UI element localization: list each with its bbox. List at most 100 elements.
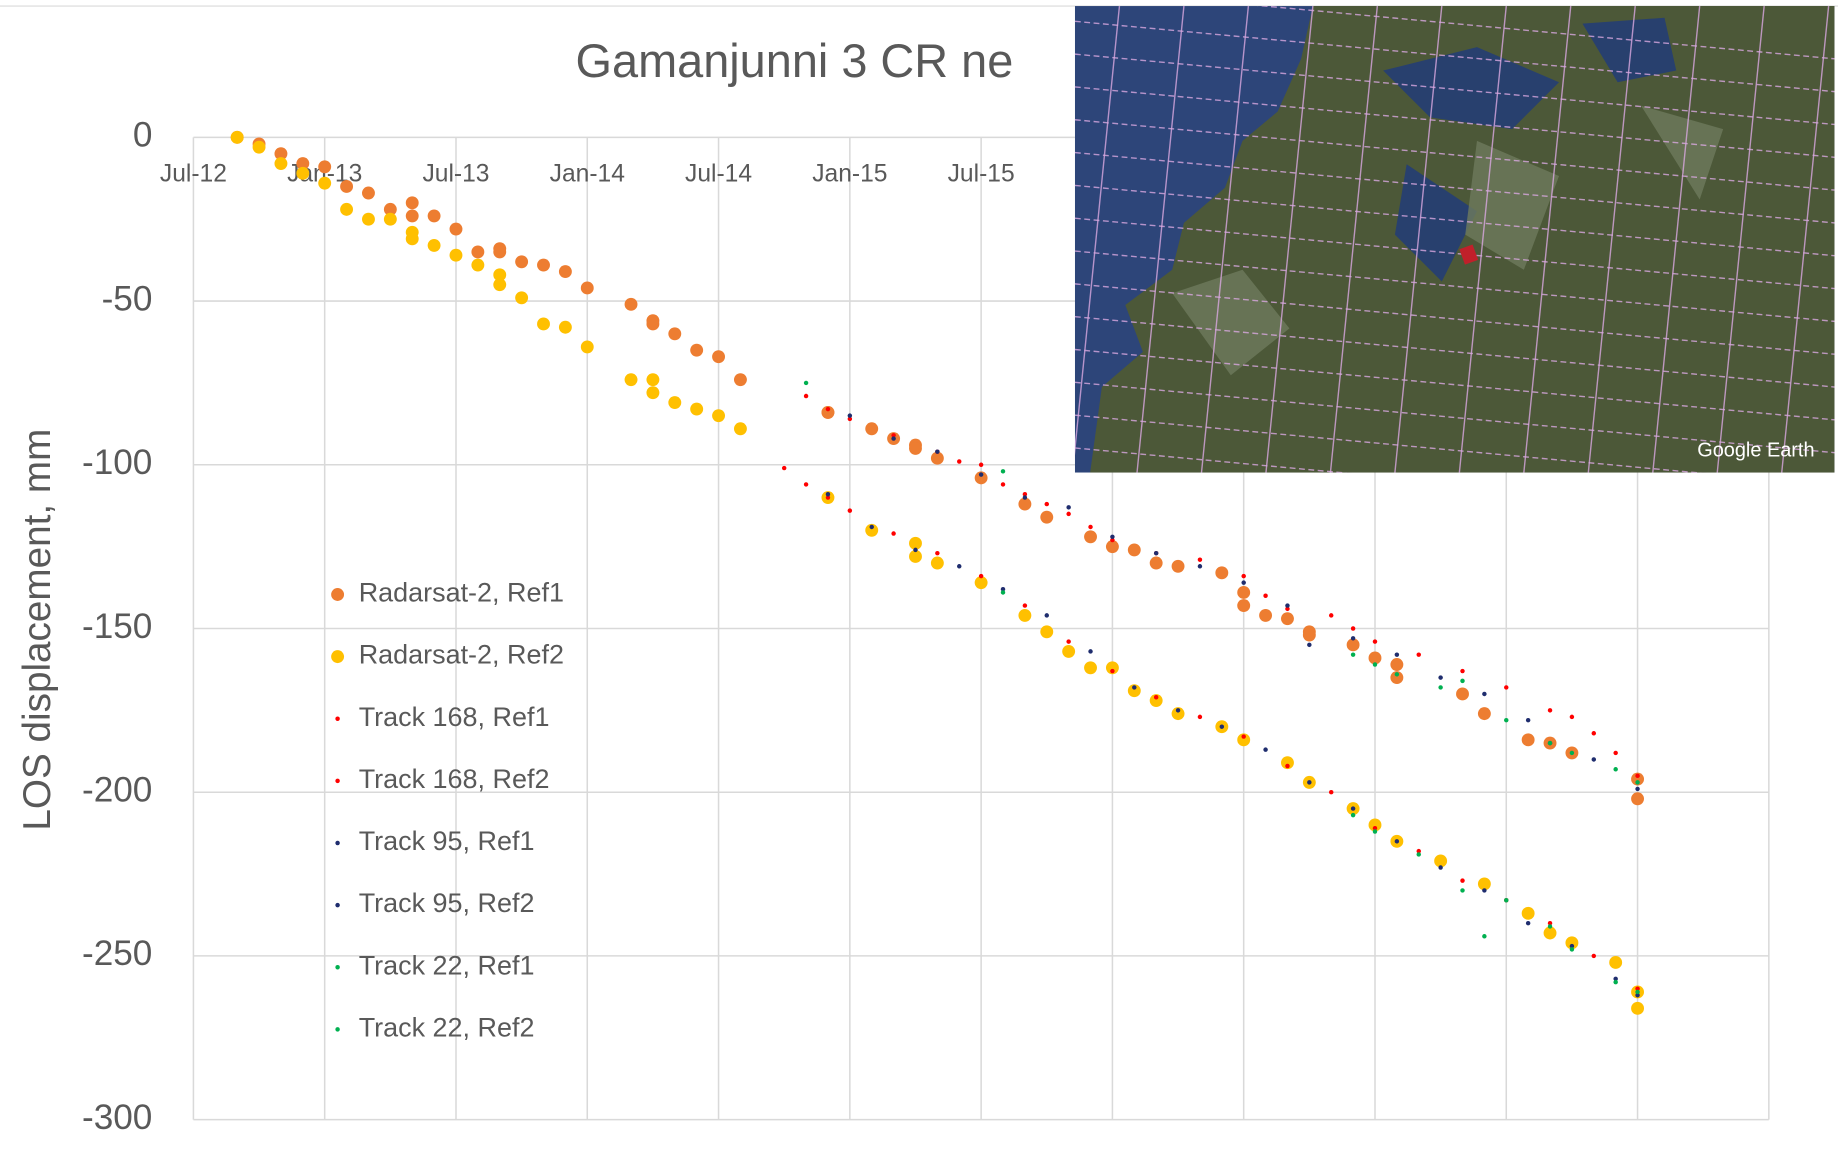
data-point	[1045, 613, 1049, 617]
data-point	[1609, 956, 1622, 969]
data-point	[1548, 708, 1552, 712]
data-point	[804, 381, 808, 385]
data-point	[1351, 806, 1355, 810]
legend-label: Track 168, Ref1	[359, 702, 550, 732]
data-point	[1592, 954, 1596, 958]
x-tick-label: Jan-14	[550, 160, 625, 187]
legend-marker	[335, 903, 339, 907]
y-tick-label: -200	[82, 770, 152, 809]
data-point	[1023, 603, 1027, 607]
data-point	[1395, 672, 1399, 676]
data-point	[1548, 924, 1552, 928]
data-point	[515, 291, 528, 304]
data-point	[515, 255, 528, 268]
data-point	[1522, 733, 1535, 746]
data-point	[1066, 639, 1070, 643]
satellite-image	[1073, 0, 1835, 551]
data-point	[1281, 612, 1294, 625]
legend-marker	[335, 717, 339, 721]
data-point	[1329, 613, 1333, 617]
data-point	[1307, 643, 1311, 647]
data-point	[1460, 679, 1464, 683]
data-point	[1001, 590, 1005, 594]
chart-title: Gamanjunni 3 CR ne	[576, 35, 1014, 87]
data-point	[1154, 551, 1158, 555]
data-point	[1482, 692, 1486, 696]
data-point	[1263, 594, 1267, 598]
data-point	[471, 245, 484, 258]
data-point	[1417, 852, 1421, 856]
data-point	[1154, 695, 1158, 699]
data-point	[646, 318, 659, 331]
data-point	[493, 278, 506, 291]
data-point	[1456, 688, 1469, 701]
data-point	[253, 141, 266, 154]
data-point	[1150, 557, 1163, 570]
data-point	[848, 413, 852, 417]
data-point	[782, 466, 786, 470]
data-point	[625, 298, 638, 311]
data-point	[1570, 947, 1574, 951]
data-point	[690, 344, 703, 357]
data-point	[1329, 790, 1333, 794]
data-point	[804, 394, 808, 398]
data-point	[1110, 669, 1114, 673]
data-point	[1285, 603, 1289, 607]
data-point	[384, 213, 397, 226]
data-point	[1592, 757, 1596, 761]
data-point	[646, 386, 659, 399]
data-point	[1395, 839, 1399, 843]
legend-label: Radarsat-2, Ref1	[359, 578, 564, 608]
data-point	[826, 407, 830, 411]
data-point	[537, 318, 550, 331]
data-point	[869, 525, 873, 529]
data-point	[1088, 649, 1092, 653]
data-point	[979, 463, 983, 467]
data-point	[690, 403, 703, 416]
data-point	[1023, 495, 1027, 499]
data-point	[1303, 629, 1316, 642]
data-point	[931, 557, 944, 570]
data-point	[1132, 685, 1136, 689]
data-point	[935, 449, 939, 453]
data-point	[1237, 586, 1250, 599]
data-point	[625, 373, 638, 386]
data-point	[1417, 652, 1421, 656]
data-point	[537, 259, 550, 272]
data-point	[581, 340, 594, 353]
y-tick-label: -150	[82, 607, 152, 646]
data-point	[1259, 609, 1272, 622]
map-credit: Google Earth	[1697, 440, 1814, 462]
data-point	[362, 187, 375, 200]
page: {"chart_data": {"type": "scatter", "titl…	[0, 0, 1838, 1155]
data-point	[979, 472, 983, 476]
data-point	[1088, 525, 1092, 529]
data-point	[428, 239, 441, 252]
data-point	[1045, 502, 1049, 506]
data-point	[1128, 543, 1141, 556]
data-point	[826, 492, 830, 496]
data-point	[318, 177, 331, 190]
data-point	[1001, 469, 1005, 473]
x-tick-label: Jul-12	[160, 160, 227, 187]
data-point	[1351, 636, 1355, 640]
data-point	[1504, 685, 1508, 689]
data-point	[891, 531, 895, 535]
y-tick-label: -250	[82, 934, 152, 973]
legend-label: Track 95, Ref1	[359, 826, 535, 856]
x-tick-label: Jul-14	[685, 160, 752, 187]
data-point	[1526, 921, 1530, 925]
data-point	[1263, 747, 1267, 751]
data-point	[979, 574, 983, 578]
data-point	[1570, 715, 1574, 719]
data-point	[1176, 708, 1180, 712]
data-point	[231, 131, 244, 144]
legend-marker	[335, 965, 339, 969]
legend-label: Track 95, Ref2	[359, 888, 535, 918]
data-point	[1066, 505, 1070, 509]
data-point	[1635, 787, 1639, 791]
data-point	[1504, 898, 1508, 902]
data-point	[1460, 878, 1464, 882]
y-tick-label: -300	[82, 1098, 152, 1137]
data-point	[1460, 669, 1464, 673]
